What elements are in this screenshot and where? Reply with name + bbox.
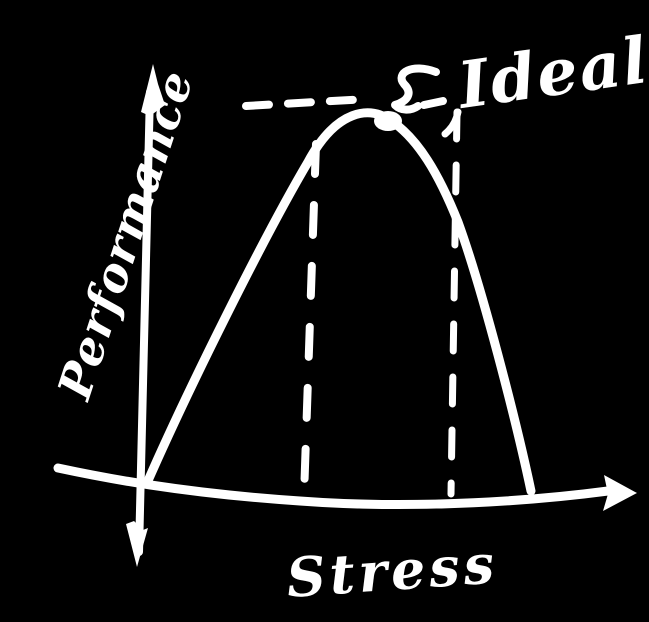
performance-curve (142, 108, 536, 496)
x-axis-line (53, 463, 613, 510)
x-axis (53, 463, 637, 511)
curve-peak-dot (374, 111, 402, 131)
ideal-annotation: Ideal (452, 23, 649, 124)
x-axis-right-arrowhead-icon (603, 475, 637, 511)
y-axis-down-arrowhead-icon (126, 521, 148, 567)
y-axis-label: Performance (46, 64, 204, 408)
optimal-zone-left-dashed-line (300, 140, 320, 500)
ideal-leader-dashed-line (242, 95, 371, 110)
ideal-comma-stroke (441, 108, 462, 138)
ideal-leader-dash-segment (420, 97, 447, 109)
x-axis-label: Stress (284, 531, 500, 610)
y-axis-up-arrowhead-icon (141, 64, 165, 116)
ideal-curly-arrow-icon (391, 64, 440, 114)
optimal-zone-right-dashed-line (447, 108, 461, 498)
